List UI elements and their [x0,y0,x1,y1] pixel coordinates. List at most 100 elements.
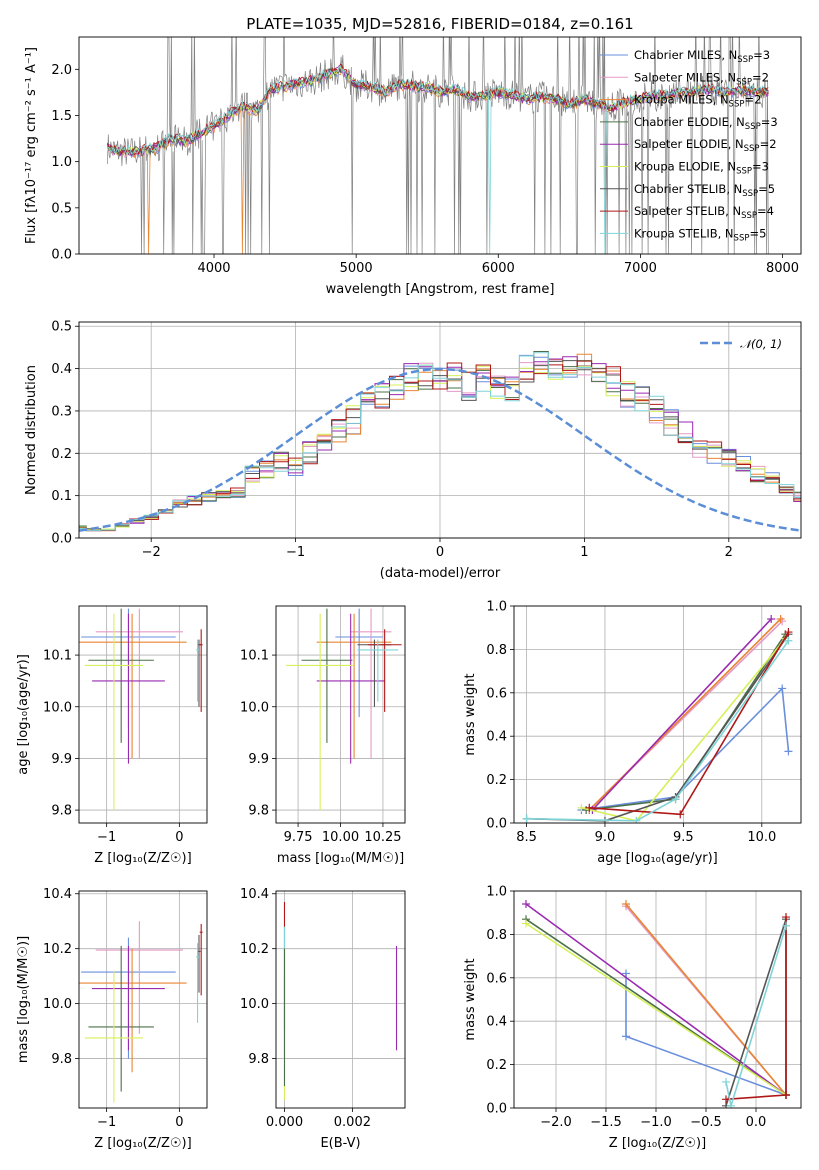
histogram-kroupa_elodie [79,364,801,530]
weight-line-salpeter_stelib [589,631,790,816]
x-axis-label: age [log₁₀(age/yr)] [597,851,718,866]
x-axis-label: mass [log₁₀(M/M☉)] [277,851,404,866]
y-tick-label: 0.2 [486,1058,507,1073]
weight-marker-kroupa_stelib [632,816,641,823]
weight-line-salpeter_elodie [591,618,772,811]
weight-marker-kroupa_stelib [782,921,790,930]
y-tick-label: 1.5 [51,109,72,124]
x-tick-label: −1 [97,1115,116,1130]
x-tick-label: −1 [286,545,305,560]
y-tick-label: 10.0 [43,997,72,1012]
weight-line-kroupa_stelib [526,640,790,822]
legend-subscript: SSP [729,100,745,110]
y-tick-label: 10.1 [43,649,72,664]
y-tick-label: 9.8 [51,804,72,819]
weight-marker-kroupa_stelib [671,795,680,804]
mass_vs_Z-axes: −1 0 9.8 10.0 10.2 10.4 Z [log₁₀(Z/Z☉)] mass [l… [16,887,207,1151]
weight-line-salpeter_elodie [525,903,787,1096]
y-tick-label: 0.6 [486,971,507,986]
legend-suffix: =4 [757,204,774,218]
legend-text: Chabrier ELODIE, N [634,115,745,129]
weight-marker-kroupa_miles [776,615,785,624]
legend-suffix: =3 [753,48,770,62]
weight-marker-kroupa_stelib [522,814,531,823]
legend-text: Kroupa STELIB, N [634,226,734,240]
y-tick-label: 9.9 [51,752,72,767]
residuals-axes: −2 −1 0 1 2 0.0 0.1 0.2 0.3 0.4 0.5 (data-model)/er… [24,320,801,581]
age_vs_Z-axes: −1 0 9.8 9.9 10.0 10.1 Z [log₁₀(Z/Z☉)] age [log… [16,606,207,866]
x-tick-label: 10.25 [364,830,401,845]
y-tick-label: 9.9 [248,752,269,767]
x-tick-label: 2 [725,545,733,560]
residual-histograms [79,351,801,532]
y-axis-label: Flux [fλ10⁻¹⁷ erg cm⁻² s⁻¹ A⁻¹] [24,47,39,244]
legend-suffix: =3 [752,160,769,174]
x-tick-label: 0.0 [746,1115,767,1130]
legend-suffix: =5 [749,226,766,240]
age_vs_Z-errorbars [79,608,203,811]
y-tick-label: 10.2 [240,942,269,957]
legend-label: Salpeter MILES, NSSP=2 [634,70,769,87]
x-tick-label: 9.75 [284,830,313,845]
legend-subscript: SSP [737,55,753,65]
weight-marker-kroupa_miles [622,900,630,909]
x-tick-label: 1 [580,545,588,560]
legend-suffix: =3 [761,115,778,129]
weight_vs_Z-lines [522,900,790,1108]
legend-label: Salpeter ELODIE, NSSP=2 [634,137,777,154]
x-tick-label: 9.0 [595,830,616,845]
y-tick-label: 0.8 [486,928,507,943]
histogram-chabrier_stelib [79,360,801,531]
y-tick-label: 10.0 [240,700,269,715]
weight-marker-kroupa_stelib [722,1077,730,1086]
y-tick-label: 1.0 [51,155,72,170]
legend-label: Kroupa STELIB, NSSP=5 [634,226,766,243]
weight-marker-salpeter_stelib [784,628,793,637]
x-tick-label: 0 [175,830,183,845]
y-tick-label: 0.8 [486,643,507,658]
legend-suffix: =2 [760,137,777,151]
legend-text: Salpeter MILES, N [634,70,736,84]
residuals-frame [78,321,802,539]
y-axis-label: mass weight [463,958,478,1040]
legend-subscript: SSP [742,189,758,199]
x-tick-label: −1 [97,830,116,845]
x-tick-label: −2.0 [540,1115,572,1130]
legend-subscript: SSP [741,211,757,221]
y-tick-label: 9.8 [248,1052,269,1067]
x-tick-label: 0.000 [266,1115,303,1130]
mass_vs_ebv-frame [275,890,406,1109]
x-axis-label: (data-model)/error [380,566,501,581]
x-axis-label: Z [log₁₀(Z/Z☉)] [94,1136,191,1151]
weight-marker-salpeter_elodie [522,900,530,909]
y-tick-label: 10.0 [43,700,72,715]
weight-marker-kroupa_stelib [727,1101,735,1108]
y-tick-label: 0.4 [486,1015,507,1030]
legend-subscript: SSP [736,77,752,87]
legend-label: Chabrier STELIB, NSSP=5 [634,182,775,199]
y-tick-label: 0.5 [51,201,72,216]
weight_vs_age-frame [513,605,802,824]
x-tick-label: −0.5 [690,1115,722,1130]
histogram-chabrier_elodie [79,351,801,531]
legend-suffix: =2 [744,93,761,107]
y-tick-label: 10.2 [43,942,72,957]
legend-suffix: =5 [758,182,775,196]
y-tick-label: 0.5 [51,320,72,335]
legend-suffix: =2 [752,70,769,84]
y-axis-label: mass weight [463,673,478,755]
y-tick-label: 0.0 [51,532,72,547]
weight-marker-kroupa_elodie [522,919,530,928]
weight-marker-salpeter_stelib [782,913,790,922]
y-tick-label: 10.1 [240,649,269,664]
x-tick-label: 10.00 [322,830,359,845]
weight-marker-salpeter_stelib [585,803,594,812]
legend-text: Salpeter ELODIE, N [634,137,744,151]
age_vs_mass-errorbars [286,608,402,811]
x-tick-label: 10.0 [747,830,776,845]
x-tick-label: 9.5 [673,830,694,845]
legend-label: Salpeter STELIB, NSSP=4 [634,204,774,221]
weight-marker-kroupa_elodie [577,803,586,812]
legend-label: 𝒩(0, 1) [740,337,782,351]
